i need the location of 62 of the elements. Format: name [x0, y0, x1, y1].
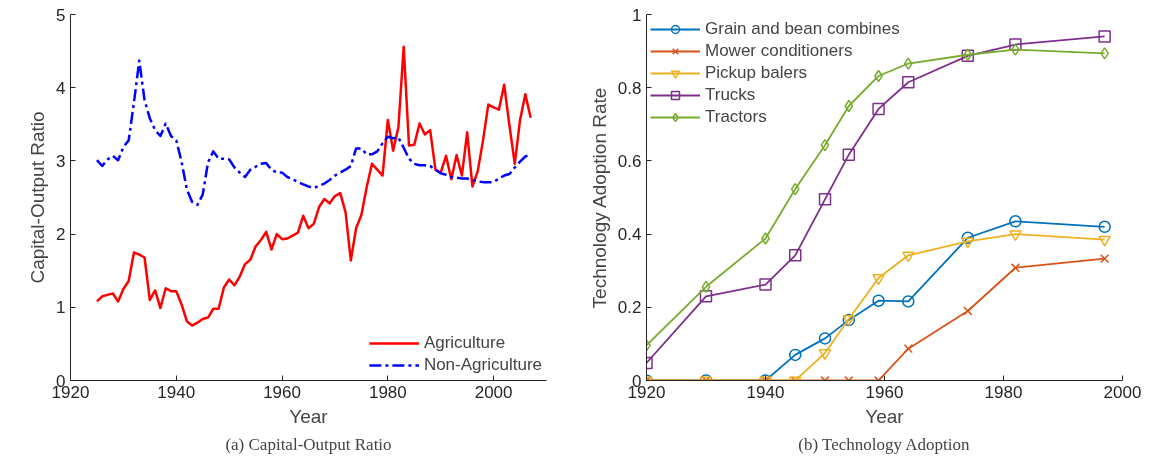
x-tick-label: 1980	[984, 382, 1023, 402]
point	[759, 278, 772, 291]
point	[701, 280, 711, 294]
y-tick-label: 0.2	[617, 298, 642, 318]
x-tick-label: 1940	[746, 382, 785, 402]
y-axis-title: Capital-Output Ratio	[27, 111, 49, 284]
point	[1100, 253, 1110, 264]
x-tick-label: 2000	[1103, 382, 1142, 402]
point	[902, 75, 915, 89]
y-tick-label: 1	[632, 5, 642, 25]
legend-label: Agriculture	[423, 332, 506, 354]
legend-label: Tractors	[705, 106, 767, 128]
legend-label: Trucks	[705, 84, 756, 106]
y-axis-title: Technology Adoption Rate	[588, 87, 610, 309]
point	[961, 237, 975, 249]
x-tick-label: 1980	[368, 382, 407, 402]
point	[903, 344, 913, 354]
legend-label: Pickup balers	[705, 62, 808, 84]
point	[961, 231, 975, 244]
y-tick-label: 2	[56, 225, 66, 245]
point	[902, 295, 915, 308]
point	[789, 348, 802, 362]
x-tick-label: 1940	[157, 382, 196, 402]
point	[1098, 235, 1111, 247]
y-tick-label: 1	[56, 298, 66, 318]
x-axis-title: Year	[289, 405, 329, 427]
point	[872, 102, 885, 116]
x-tick-label: 1960	[865, 382, 904, 402]
x-tick-label: 1960	[263, 382, 301, 402]
x-axis-title: Year	[865, 405, 905, 427]
y-tick-label: 4	[56, 78, 66, 98]
text: (a) Capital-Output Ratio	[225, 434, 392, 454]
point	[820, 138, 830, 152]
y-tick-label: 5	[56, 5, 66, 25]
point	[818, 332, 832, 345]
legend-label: Grain and bean combines	[705, 18, 900, 40]
point	[699, 290, 713, 303]
text: (b) Technology Adoption	[798, 434, 971, 454]
point	[790, 182, 800, 196]
y-tick-label: 0.4	[617, 225, 642, 245]
legend-label: Non-Agriculture	[423, 354, 542, 376]
y-tick-label: 0.6	[617, 151, 642, 171]
point	[789, 249, 802, 262]
point	[872, 294, 885, 307]
point	[1010, 43, 1020, 56]
point	[1098, 30, 1111, 43]
point	[844, 99, 854, 113]
point	[1009, 230, 1022, 242]
point	[1100, 47, 1110, 60]
point	[903, 57, 913, 70]
point	[842, 148, 856, 161]
point	[1098, 220, 1111, 234]
line-series	[95, 45, 532, 327]
point	[1009, 215, 1022, 228]
point	[818, 193, 832, 206]
y-tick-label: 0.8	[617, 78, 642, 98]
y-tick-label: 3	[56, 151, 66, 171]
legend-label: Mower conditioners	[705, 40, 853, 62]
point	[902, 251, 915, 263]
point	[963, 306, 973, 316]
x-tick-label: 2000	[474, 382, 513, 402]
point	[1010, 263, 1021, 273]
